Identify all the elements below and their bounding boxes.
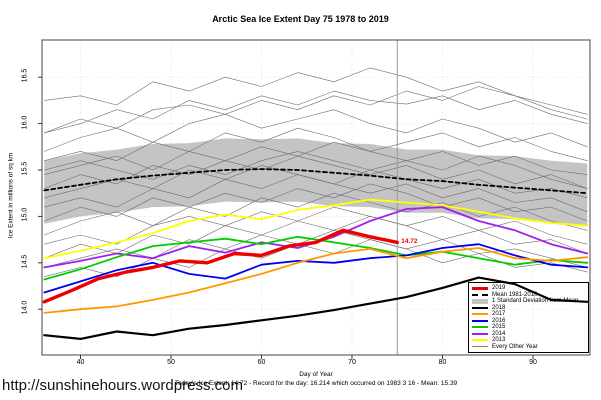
x-tick-label: 40 [76,359,85,366]
line-2019 [42,228,399,304]
legend-item-2015: 2015 [472,324,585,330]
gray-year-line-2 [43,109,588,152]
gray-year-line-8 [43,183,588,222]
legend-item-2014: 2014 [472,331,585,337]
x-tick-label: 60 [257,359,266,366]
band-swatch-stddev [472,298,488,304]
line-swatch-2018 [472,306,488,309]
gray-year-line-12 [43,230,588,268]
x-tick-label: 80 [438,359,447,366]
gray-year-line-9 [43,192,588,236]
plot-border [41,39,591,356]
legend-box: 2019 Mean 1981-2010 1 Standard Deviation… [468,282,589,353]
y-tick-label: 16.0 [21,115,29,129]
gray-year-line-7 [43,174,588,213]
legend-item-2017: 2017 [472,311,585,317]
legend-item-2019: 2019 [472,285,585,291]
x-tick-label: 70 [348,359,356,366]
gray-year-line-11 [43,216,588,259]
legend-item-2016: 2016 [472,318,585,324]
gray-year-line-15 [43,151,588,189]
line-swatch-2016 [472,319,488,322]
source-url-text: http://sunshinehours.wordpress.com [2,377,243,394]
line-2015 [43,235,589,281]
legend-item-2013: 2013 [472,337,585,343]
footer-note: Today's Ice Extent: 14.72 - Record for t… [174,380,458,387]
legend-item-every-other-year: Every Other Year [472,344,585,350]
line-swatch-2014 [472,332,488,335]
gray-year-line-1 [43,86,588,134]
x-axis-label: Day of Year [299,371,333,378]
line-swatch-every-other-year [472,346,488,348]
mean-line [43,168,589,195]
line-2013 [43,198,589,260]
gray-year-line-14 [43,90,588,134]
line-swatch-mean [472,293,488,296]
line-swatch-2017 [472,313,488,316]
line-swatch-2019 [472,286,488,290]
legend-item-mean: Mean 1981-2010 [472,292,585,298]
y-tick-label: 15.0 [21,208,29,222]
gray-year-line-0 [43,67,588,115]
y-tick-label: 14.0 [21,300,29,315]
x-tick-label: 50 [167,359,175,366]
y-tick-label: 16.5 [21,68,29,83]
y-tick-label: 15.5 [21,161,29,176]
legend-item-stddev: 1 Standard Deviation from Mean [472,298,585,304]
stddev-band [44,138,588,227]
y-axis-label: Ice Extent in millions of sq km [7,152,15,239]
x-tick-label: 90 [529,359,537,366]
legend-item-2018: 2018 [472,305,585,311]
current-value-annotation: 14.72 [401,238,418,246]
line-2018 [43,276,589,340]
line-swatch-2015 [472,326,488,329]
y-tick-label: 14.5 [21,254,29,269]
chart-title: Arctic Sea Ice Extent Day 75 1978 to 201… [212,14,389,24]
gray-year-line-3 [43,127,588,161]
line-2017 [43,247,589,314]
line-2016 [43,243,589,294]
line-swatch-2013 [472,339,488,342]
gray-year-line-13 [43,239,588,278]
